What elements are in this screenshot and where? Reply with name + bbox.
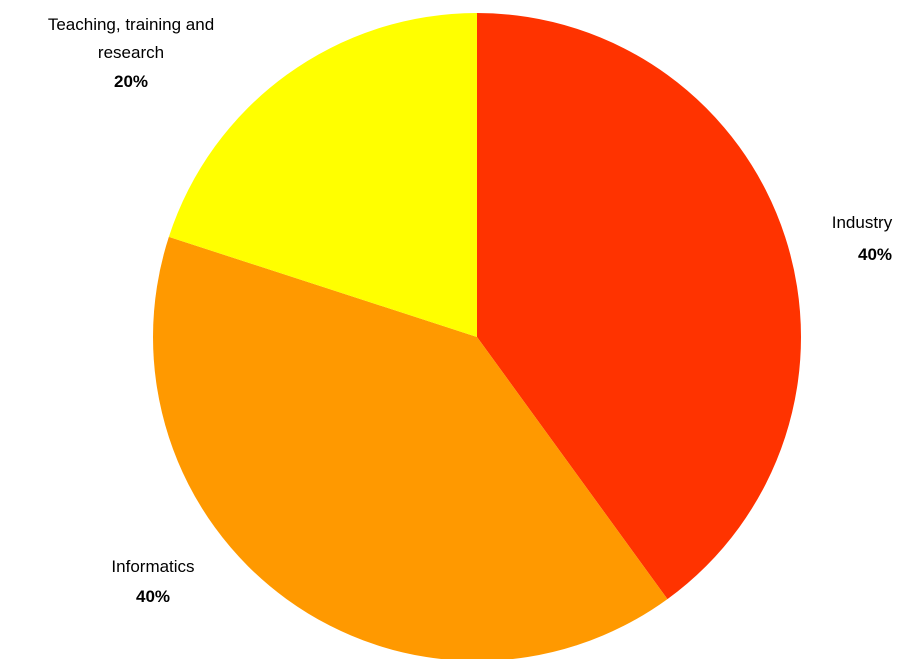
pie-labels: Industry 40% Informatics 40% Teaching, train… [48, 15, 893, 606]
slice-label-industry: Industry [832, 213, 893, 232]
slice-percent-industry: 40% [858, 245, 892, 264]
slice-percent-informatics: 40% [136, 587, 170, 606]
slice-percent-teaching-training-and-research: 20% [114, 72, 148, 91]
slice-label-informatics: Informatics [111, 557, 194, 576]
pie-slice-teaching-training-and-research [168, 13, 478, 337]
pie-slice-informatics [153, 236, 668, 659]
pie-slices [153, 13, 801, 659]
pie-slice-industry [477, 13, 801, 600]
slice-label-teaching-training-and-research: Teaching, training and research [48, 15, 214, 62]
